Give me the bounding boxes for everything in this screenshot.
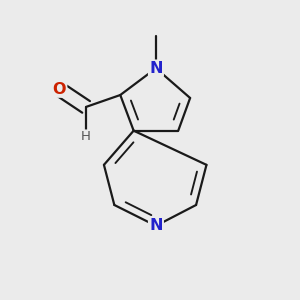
Text: H: H: [81, 130, 91, 143]
Text: O: O: [52, 82, 66, 97]
Text: N: N: [149, 61, 163, 76]
Text: N: N: [149, 218, 163, 233]
